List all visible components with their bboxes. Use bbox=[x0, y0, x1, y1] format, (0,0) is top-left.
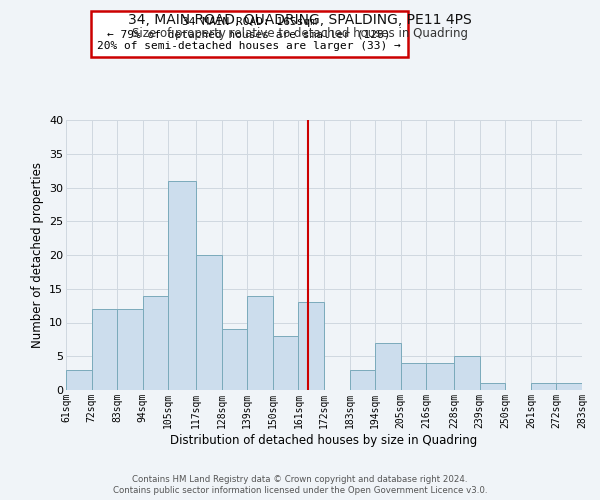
Bar bbox=[480, 383, 505, 390]
Text: 34 MAIN ROAD: 165sqm
← 79% of detached houses are smaller (128)
20% of semi-deta: 34 MAIN ROAD: 165sqm ← 79% of detached h… bbox=[97, 18, 401, 50]
Bar bbox=[401, 363, 426, 390]
Bar bbox=[531, 383, 556, 390]
Bar bbox=[556, 383, 582, 390]
Text: Contains HM Land Registry data © Crown copyright and database right 2024.: Contains HM Land Registry data © Crown c… bbox=[132, 475, 468, 484]
Text: Size of property relative to detached houses in Quadring: Size of property relative to detached ho… bbox=[132, 28, 468, 40]
Bar bbox=[247, 296, 273, 390]
Bar bbox=[350, 370, 375, 390]
X-axis label: Distribution of detached houses by size in Quadring: Distribution of detached houses by size … bbox=[170, 434, 478, 446]
Bar bbox=[222, 329, 247, 390]
Y-axis label: Number of detached properties: Number of detached properties bbox=[31, 162, 44, 348]
Bar bbox=[66, 370, 92, 390]
Bar bbox=[143, 296, 168, 390]
Text: 34, MAIN ROAD, QUADRING, SPALDING, PE11 4PS: 34, MAIN ROAD, QUADRING, SPALDING, PE11 … bbox=[128, 12, 472, 26]
Bar bbox=[298, 302, 324, 390]
Bar bbox=[273, 336, 298, 390]
Bar bbox=[454, 356, 480, 390]
Bar bbox=[92, 309, 117, 390]
Bar bbox=[426, 363, 454, 390]
Bar bbox=[375, 343, 401, 390]
Bar bbox=[168, 180, 196, 390]
Bar bbox=[196, 255, 222, 390]
Text: Contains public sector information licensed under the Open Government Licence v3: Contains public sector information licen… bbox=[113, 486, 487, 495]
Bar bbox=[117, 309, 143, 390]
